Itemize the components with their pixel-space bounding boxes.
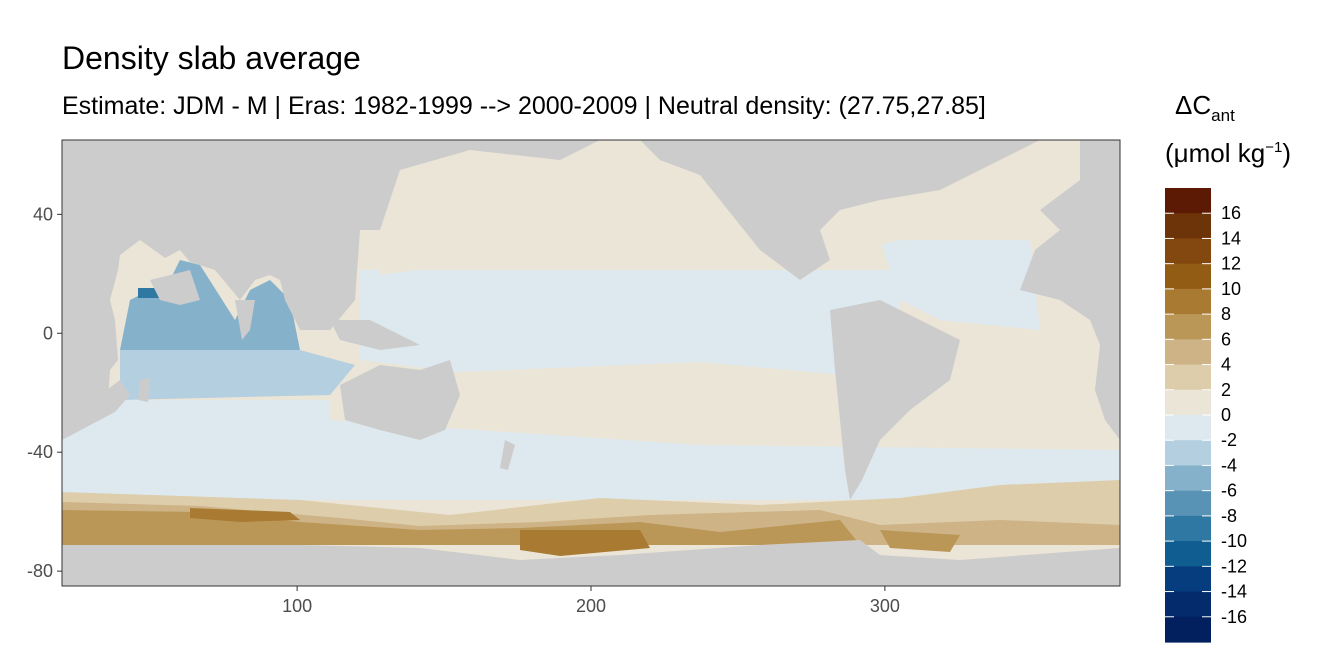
legend-label: -10	[1221, 531, 1247, 551]
legend-swatch	[1165, 314, 1211, 340]
legend-swatch	[1165, 364, 1211, 391]
pacific-equatorial-band	[360, 270, 900, 380]
arabia-land	[150, 270, 200, 305]
indian-ocean-mid	[120, 350, 355, 400]
y-axis: 40 0 -40 -80	[27, 204, 62, 581]
north-atlantic-blue	[880, 240, 1040, 330]
legend-swatch	[1165, 263, 1211, 290]
legend-label: -12	[1221, 556, 1247, 576]
legend-label: 16	[1221, 203, 1241, 223]
legend-labels: 16 14 12 10 8 6 4 2 0 -2 -4 -6 -8 -10 -12 -14 -16	[1165, 203, 1247, 627]
chart-title: Density slab average	[62, 40, 361, 76]
legend-swatch	[1165, 541, 1211, 567]
africa-tip-land	[62, 380, 130, 440]
legend-label: -4	[1221, 455, 1237, 475]
legend: ΔCant (μmol kg−1) 16 14 12 10 8 6 4 2 0 -2 -4 -6 -8 -…	[1165, 90, 1291, 643]
legend-label: -16	[1221, 607, 1247, 627]
legend-label: 0	[1221, 405, 1231, 425]
indian-dark-spot	[138, 288, 166, 298]
indonesia-land	[330, 320, 420, 350]
y-tick-label: 40	[33, 204, 53, 224]
legend-swatch	[1165, 616, 1211, 643]
chart-subtitle: Estimate: JDM - M | Eras: 1982-1999 --> …	[62, 92, 986, 120]
madagascar-land	[138, 378, 150, 402]
legend-swatch	[1165, 566, 1211, 593]
legend-label: 12	[1221, 254, 1241, 274]
y-tick-label: 0	[43, 323, 53, 343]
legend-label: 14	[1221, 228, 1241, 248]
legend-swatch	[1165, 490, 1211, 517]
legend-label: 4	[1221, 355, 1231, 375]
legend-swatch	[1165, 213, 1211, 240]
south-america-land	[830, 300, 960, 500]
europe-africa-east-land	[1020, 140, 1120, 440]
legend-label: 6	[1221, 329, 1231, 349]
north-atlantic-beige	[830, 185, 1040, 245]
legend-label: -8	[1221, 506, 1237, 526]
australia-land	[340, 360, 460, 440]
new-zealand-land	[500, 440, 515, 470]
map-panel	[62, 140, 1120, 586]
africa-eurasia-land	[62, 140, 600, 440]
antarctica-land	[62, 540, 1120, 586]
legend-swatch	[1165, 288, 1211, 315]
legend-title-line2: (μmol kg−1)	[1165, 138, 1291, 168]
x-axis: 100 200 300	[282, 586, 900, 616]
legend-swatch	[1165, 389, 1211, 416]
legend-swatch	[1165, 415, 1211, 441]
legend-label: -14	[1221, 582, 1247, 602]
southern-core-3	[880, 530, 960, 552]
legend-swatch	[1165, 440, 1211, 467]
legend-swatch	[1165, 188, 1211, 214]
southern-core-2	[520, 530, 650, 556]
north-pacific-beige	[380, 165, 720, 275]
x-tick-label: 200	[576, 596, 606, 616]
legend-swatch	[1165, 591, 1211, 618]
north-america-land	[640, 140, 1040, 280]
x-tick-label: 100	[282, 596, 312, 616]
y-tick-label: -80	[27, 561, 53, 581]
legend-label: 2	[1221, 380, 1231, 400]
y-tick-label: -40	[27, 442, 53, 462]
legend-title-line1: ΔCant	[1175, 90, 1235, 125]
southern-core-1	[190, 508, 300, 522]
legend-label: 10	[1221, 279, 1241, 299]
legend-swatch	[1165, 238, 1211, 265]
x-tick-label: 300	[870, 596, 900, 616]
legend-swatch	[1165, 465, 1211, 492]
legend-colorbar	[1165, 188, 1211, 643]
legend-label: 8	[1221, 304, 1231, 324]
legend-label: -6	[1221, 481, 1237, 501]
india-land	[235, 300, 255, 340]
legend-swatch	[1165, 339, 1211, 366]
legend-label: -2	[1221, 430, 1237, 450]
legend-swatch	[1165, 515, 1211, 542]
